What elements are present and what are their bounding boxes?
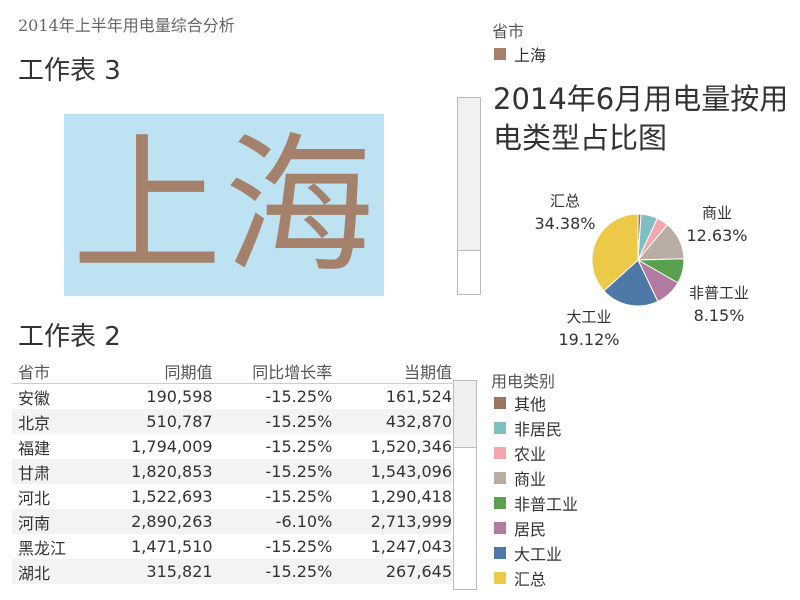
table-row[interactable]: 湖北 315,821 -15.25% 267,645 bbox=[12, 559, 452, 584]
legend-label: 居民 bbox=[514, 519, 547, 539]
legend-label: 大工业 bbox=[514, 544, 563, 564]
cell-growth: -15.25% bbox=[265, 487, 333, 506]
cell-growth: -15.25% bbox=[265, 462, 333, 481]
cell-prior: 510,787 bbox=[146, 412, 213, 431]
slice-label-value: 12.63% bbox=[686, 226, 747, 245]
column-header-province[interactable]: 省市 bbox=[18, 362, 51, 382]
table-scrollbar[interactable] bbox=[453, 380, 477, 590]
slice-label-value: 34.38% bbox=[534, 214, 595, 233]
cell-province: 黑龙江 bbox=[18, 538, 67, 558]
data-table: 省市 同期值 同比增长率 当期值 安徽 190,598 -15.25% 161,524… bbox=[12, 358, 452, 584]
table-row[interactable]: 河北 1,522,693 -15.25% 1,290,418 bbox=[12, 484, 452, 509]
slice-label-name: 汇总 bbox=[550, 192, 580, 210]
cell-province: 安徽 bbox=[18, 388, 51, 408]
pie-slice-6[interactable] bbox=[603, 259, 659, 307]
cell-prior: 1,522,693 bbox=[131, 487, 213, 506]
legend-item[interactable]: 大工业 bbox=[494, 540, 578, 565]
slice-label-name: 大工业 bbox=[566, 308, 611, 326]
legend-label: 农业 bbox=[514, 444, 547, 464]
legend-swatch bbox=[494, 496, 506, 509]
table-header: 省市 同期值 同比增长率 当期值 bbox=[12, 358, 452, 384]
cell-growth: -15.25% bbox=[265, 537, 333, 556]
table-row[interactable]: 甘肃 1,820,853 -15.25% 1,543,096 bbox=[12, 459, 452, 484]
legend-swatch bbox=[494, 396, 506, 409]
legend-swatch bbox=[494, 446, 506, 459]
cell-current: 161,524 bbox=[385, 387, 452, 406]
table-body: 安徽 190,598 -15.25% 161,524 北京 510,787 -15.25% 4… bbox=[12, 384, 452, 584]
legend-item[interactable]: 居民 bbox=[494, 515, 578, 540]
cell-growth: -15.25% bbox=[265, 387, 333, 406]
legend-swatch bbox=[494, 48, 506, 60]
cell-province: 河南 bbox=[18, 513, 51, 533]
table-row[interactable]: 黑龙江 1,471,510 -15.25% 1,247,043 bbox=[12, 534, 452, 559]
cell-growth: -15.25% bbox=[265, 412, 333, 431]
cell-prior: 2,890,263 bbox=[131, 512, 213, 531]
cell-current: 267,645 bbox=[385, 562, 452, 581]
worksheet3-title: 工作表 3 bbox=[18, 56, 121, 86]
province-display: 上海 bbox=[64, 114, 384, 296]
cell-current: 1,290,418 bbox=[370, 487, 452, 506]
cell-province: 北京 bbox=[18, 413, 51, 433]
scrollbar-thumb[interactable] bbox=[454, 381, 476, 448]
column-header-prior[interactable]: 同期值 bbox=[164, 362, 213, 382]
cell-current: 1,543,096 bbox=[370, 462, 452, 481]
cell-province: 甘肃 bbox=[18, 463, 51, 483]
slice-label-value: 19.12% bbox=[558, 330, 619, 349]
legend-label: 其他 bbox=[514, 394, 547, 414]
table-row[interactable]: 福建 1,794,009 -15.25% 1,520,346 bbox=[12, 434, 452, 459]
cell-province: 福建 bbox=[18, 438, 51, 458]
legend-label: 汇总 bbox=[514, 569, 547, 589]
cell-current: 2,713,999 bbox=[370, 512, 452, 531]
slice-label-name: 商业 bbox=[702, 204, 732, 222]
legend-item[interactable]: 汇总 bbox=[494, 565, 578, 590]
legend-item[interactable]: 非普工业 bbox=[494, 490, 578, 515]
chart-title: 2014年6月用电量按用电类型占比图 bbox=[493, 82, 789, 155]
cell-growth: -15.25% bbox=[265, 437, 333, 456]
table-row[interactable]: 北京 510,787 -15.25% 432,870 bbox=[12, 409, 452, 434]
cell-province: 湖北 bbox=[18, 563, 51, 583]
worksheet3-scrollbar[interactable] bbox=[457, 97, 481, 295]
scrollbar-thumb[interactable] bbox=[458, 250, 480, 294]
legend-item[interactable]: 农业 bbox=[494, 440, 578, 465]
cell-prior: 1,471,510 bbox=[131, 537, 213, 556]
legend-item[interactable]: 其他 bbox=[494, 390, 578, 415]
legend-province-item[interactable]: 上海 bbox=[494, 42, 546, 66]
pie-slice-7[interactable] bbox=[591, 213, 639, 292]
legend-item[interactable]: 非居民 bbox=[494, 415, 578, 440]
legend-swatch bbox=[494, 546, 506, 559]
cell-growth: -6.10% bbox=[275, 512, 333, 531]
slice-label-name: 非普工业 bbox=[689, 284, 749, 302]
legend-type-title: 用电类别 bbox=[491, 372, 556, 391]
legend-label: 非普工业 bbox=[514, 494, 579, 514]
worksheet2-title: 工作表 2 bbox=[18, 322, 121, 352]
legend-type: 其他非居民农业商业非普工业居民大工业汇总 bbox=[494, 390, 578, 590]
legend-label: 商业 bbox=[514, 469, 547, 489]
legend-swatch bbox=[494, 421, 506, 434]
legend-item[interactable]: 商业 bbox=[494, 465, 578, 490]
column-header-current[interactable]: 当期值 bbox=[403, 362, 452, 382]
legend-label: 非居民 bbox=[514, 419, 563, 439]
legend-swatch bbox=[494, 471, 506, 484]
cell-growth: -15.25% bbox=[265, 562, 333, 581]
cell-prior: 315,821 bbox=[146, 562, 213, 581]
dashboard-title: 2014年上半年用电量综合分析 bbox=[18, 16, 235, 35]
legend-province-title: 省市 bbox=[492, 22, 525, 41]
cell-current: 432,870 bbox=[385, 412, 452, 431]
cell-current: 1,520,346 bbox=[370, 437, 452, 456]
cell-province: 河北 bbox=[18, 488, 51, 508]
cell-prior: 1,820,853 bbox=[131, 462, 213, 481]
pie-chart: 汇总 34.38% 商业 12.63% 非普工业 8.15% 大工业 19.12% bbox=[534, 192, 749, 349]
province-name: 上海 bbox=[71, 120, 376, 294]
table-row[interactable]: 安徽 190,598 -15.25% 161,524 bbox=[12, 384, 452, 409]
cell-prior: 190,598 bbox=[146, 387, 213, 406]
legend-swatch bbox=[494, 521, 506, 534]
column-header-growth[interactable]: 同比增长率 bbox=[252, 362, 333, 382]
legend-label: 上海 bbox=[514, 46, 547, 65]
table-row[interactable]: 河南 2,890,263 -6.10% 2,713,999 bbox=[12, 509, 452, 534]
cell-current: 1,247,043 bbox=[370, 537, 452, 556]
cell-prior: 1,794,009 bbox=[131, 437, 213, 456]
legend-swatch bbox=[494, 571, 506, 584]
slice-label-value: 8.15% bbox=[694, 306, 745, 325]
